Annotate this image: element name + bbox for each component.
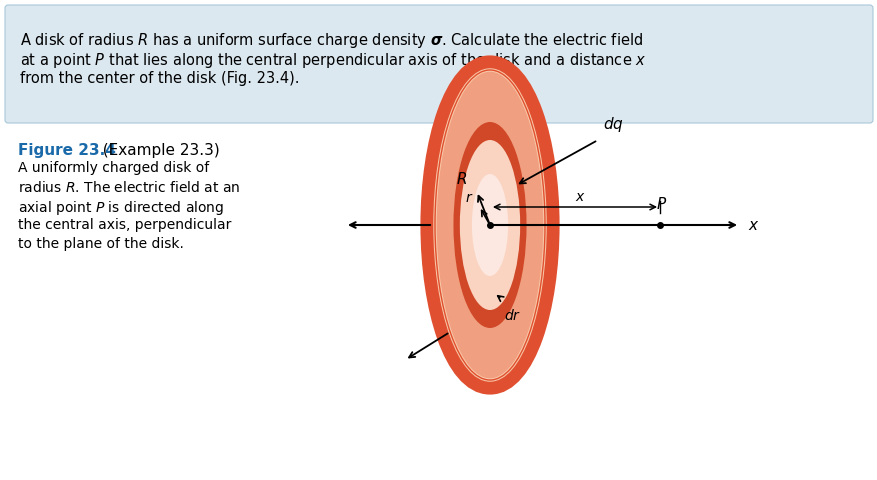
- Ellipse shape: [453, 123, 526, 328]
- Text: $r$: $r$: [465, 191, 473, 205]
- Text: from the center of the disk (Fig. 23.4).: from the center of the disk (Fig. 23.4).: [20, 71, 299, 86]
- Text: Figure 23.4: Figure 23.4: [18, 143, 116, 157]
- Text: $P$: $P$: [656, 195, 667, 212]
- Text: at a point $P$ that lies along the central perpendicular axis of the disk and a : at a point $P$ that lies along the centr…: [20, 51, 645, 70]
- FancyBboxPatch shape: [5, 6, 872, 124]
- Text: to the plane of the disk.: to the plane of the disk.: [18, 237, 183, 251]
- Ellipse shape: [471, 175, 508, 276]
- Ellipse shape: [434, 71, 545, 380]
- Text: A uniformly charged disk of: A uniformly charged disk of: [18, 161, 209, 175]
- Ellipse shape: [460, 141, 519, 311]
- Text: $dq$: $dq$: [602, 115, 623, 134]
- Text: $dr$: $dr$: [503, 307, 521, 323]
- Text: $x$: $x$: [747, 218, 759, 233]
- Text: axial point $P$ is directed along: axial point $P$ is directed along: [18, 199, 225, 216]
- Text: $R$: $R$: [455, 171, 467, 187]
- Ellipse shape: [420, 71, 531, 380]
- Text: $x$: $x$: [574, 190, 585, 204]
- Text: (Example 23.3): (Example 23.3): [93, 143, 219, 157]
- Text: radius $R$. The electric field at an: radius $R$. The electric field at an: [18, 180, 240, 194]
- Text: the central axis, perpendicular: the central axis, perpendicular: [18, 217, 232, 231]
- Text: A disk of radius $R$ has a uniform surface charge density $\boldsymbol{\sigma}$.: A disk of radius $R$ has a uniform surfa…: [20, 31, 642, 50]
